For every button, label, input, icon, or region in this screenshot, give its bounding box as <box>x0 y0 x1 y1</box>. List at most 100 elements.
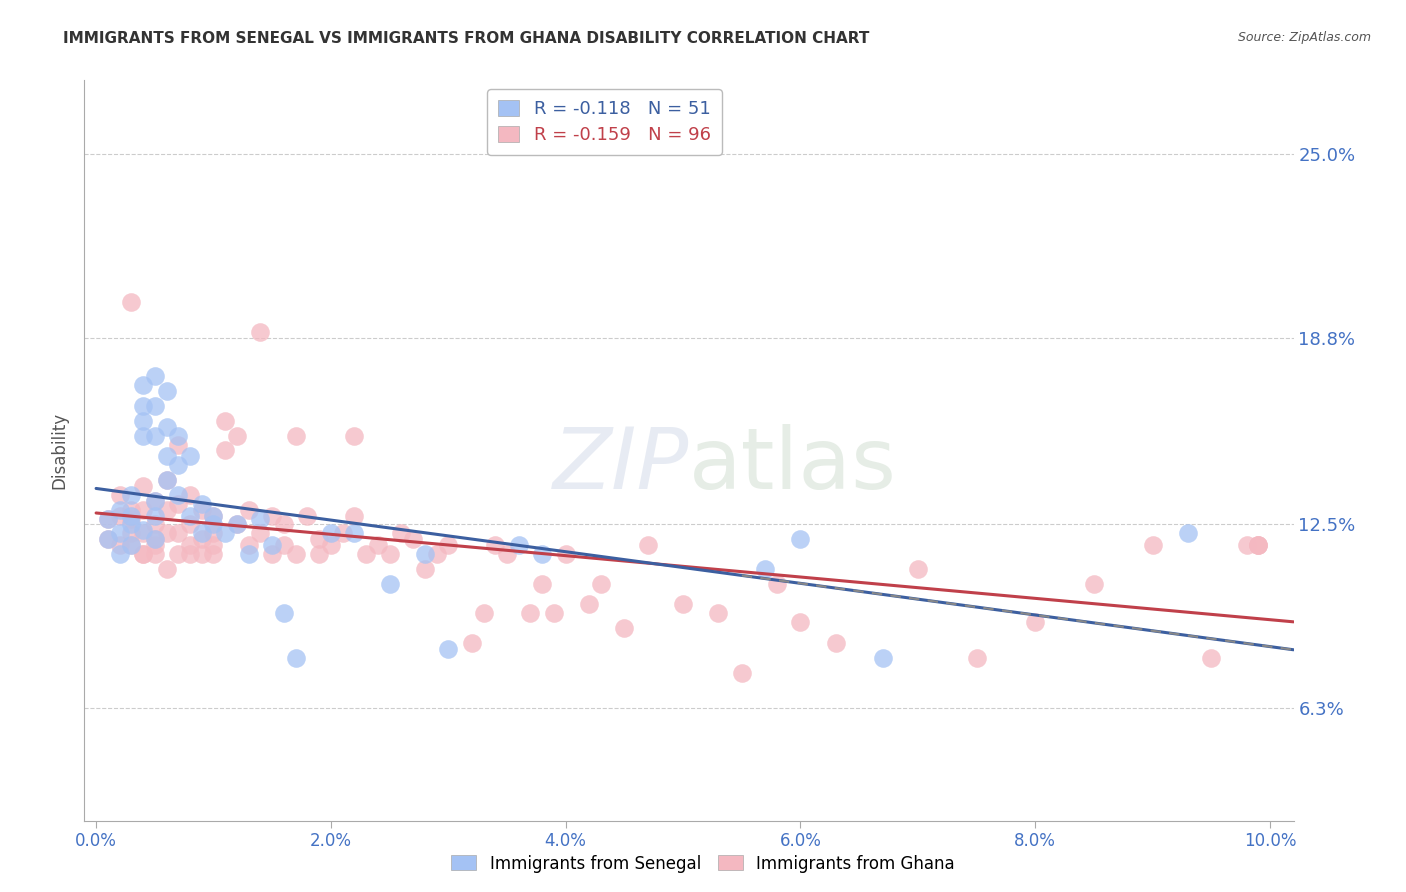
Point <box>190 497 212 511</box>
Point <box>179 488 201 502</box>
Point <box>132 547 155 561</box>
Point <box>108 488 131 502</box>
Point <box>155 502 177 516</box>
Point <box>789 615 811 630</box>
Point <box>132 428 155 442</box>
Point <box>120 517 142 532</box>
Point <box>249 526 271 541</box>
Point <box>97 511 120 525</box>
Point <box>190 526 212 541</box>
Point <box>120 295 142 310</box>
Legend: R = -0.118   N = 51, R = -0.159   N = 96: R = -0.118 N = 51, R = -0.159 N = 96 <box>486 89 721 154</box>
Point <box>202 547 225 561</box>
Point <box>179 547 201 561</box>
Point <box>378 547 401 561</box>
Point <box>1247 538 1270 552</box>
Point <box>143 547 166 561</box>
Point <box>437 641 460 656</box>
Point <box>108 538 131 552</box>
Point <box>143 533 166 547</box>
Point <box>378 576 401 591</box>
Point <box>132 524 155 538</box>
Point <box>766 576 789 591</box>
Point <box>754 562 776 576</box>
Point <box>249 511 271 525</box>
Point <box>214 414 236 428</box>
Point <box>284 428 307 442</box>
Point <box>143 493 166 508</box>
Point <box>155 473 177 487</box>
Point <box>190 547 212 561</box>
Point <box>319 526 342 541</box>
Point <box>202 538 225 552</box>
Point <box>143 399 166 413</box>
Point <box>262 538 284 552</box>
Point <box>461 636 484 650</box>
Legend: Immigrants from Senegal, Immigrants from Ghana: Immigrants from Senegal, Immigrants from… <box>444 848 962 880</box>
Point <box>167 488 190 502</box>
Point <box>1083 576 1105 591</box>
Point <box>425 547 447 561</box>
Point <box>1201 650 1223 665</box>
Text: atlas: atlas <box>689 424 897 507</box>
Point <box>273 538 295 552</box>
Point <box>824 636 846 650</box>
Point <box>707 607 730 621</box>
Point <box>132 378 155 392</box>
Point <box>308 547 330 561</box>
Point <box>907 562 929 576</box>
Point <box>297 508 319 523</box>
Point <box>531 547 554 561</box>
Point <box>132 399 155 413</box>
Y-axis label: Disability: Disability <box>51 412 69 489</box>
Point <box>273 517 295 532</box>
Point <box>143 538 166 552</box>
Point <box>167 458 190 473</box>
Text: IMMIGRANTS FROM SENEGAL VS IMMIGRANTS FROM GHANA DISABILITY CORRELATION CHART: IMMIGRANTS FROM SENEGAL VS IMMIGRANTS FR… <box>63 31 870 46</box>
Point <box>143 428 166 442</box>
Point <box>214 443 236 458</box>
Point <box>472 607 495 621</box>
Point <box>155 473 177 487</box>
Point <box>179 450 201 464</box>
Point <box>214 526 236 541</box>
Point <box>589 576 612 591</box>
Text: Source: ZipAtlas.com: Source: ZipAtlas.com <box>1237 31 1371 45</box>
Text: ZIP: ZIP <box>553 424 689 507</box>
Point <box>519 607 541 621</box>
Point <box>731 665 754 680</box>
Point <box>108 508 131 523</box>
Point <box>343 428 366 442</box>
Point <box>966 650 988 665</box>
Point <box>120 538 142 552</box>
Point <box>1024 615 1046 630</box>
Point <box>343 526 366 541</box>
Point <box>108 502 131 516</box>
Point <box>343 508 366 523</box>
Point <box>97 533 120 547</box>
Point <box>1142 538 1164 552</box>
Point <box>167 547 190 561</box>
Point <box>249 325 271 339</box>
Point <box>284 547 307 561</box>
Point <box>308 533 330 547</box>
Point <box>143 508 166 523</box>
Point <box>179 517 201 532</box>
Point <box>190 502 212 516</box>
Point <box>143 533 166 547</box>
Point <box>155 526 177 541</box>
Point <box>155 384 177 399</box>
Point <box>155 419 177 434</box>
Point <box>354 547 377 561</box>
Point <box>132 526 155 541</box>
Point <box>1177 526 1199 541</box>
Point <box>413 562 436 576</box>
Point <box>97 533 120 547</box>
Point <box>262 547 284 561</box>
Point <box>202 508 225 523</box>
Point <box>389 526 412 541</box>
Point <box>789 533 811 547</box>
Point <box>120 538 142 552</box>
Point <box>167 497 190 511</box>
Point <box>238 502 260 516</box>
